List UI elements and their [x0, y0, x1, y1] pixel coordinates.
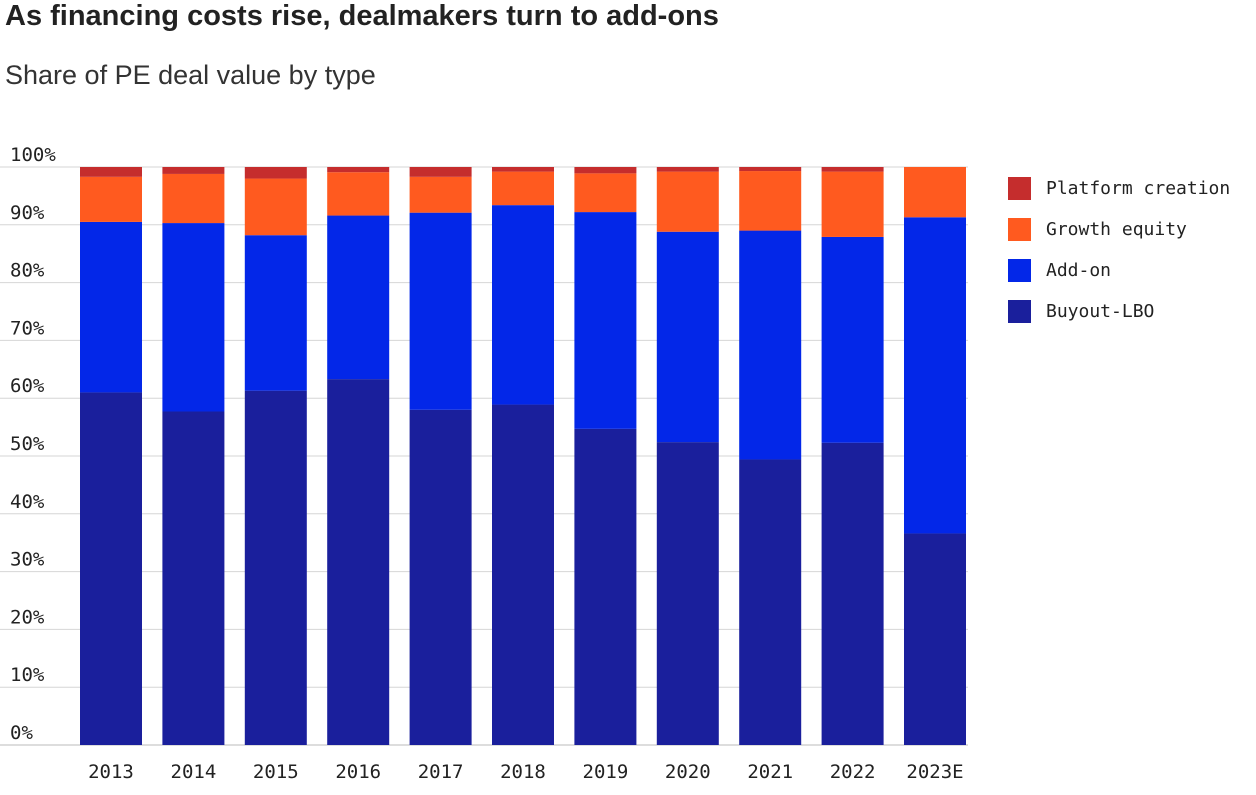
grid-lines: [0, 166, 968, 746]
bar-2017-growth-equity: [409, 176, 472, 213]
bar-2023E-buyout-lbo: [904, 533, 966, 745]
x-axis-ticks: 2013 2014 2015 2016 2017 2018 2019 2020 2021 2022…: [88, 761, 963, 783]
bar-2013-add-on: [80, 221, 142, 393]
y-tick-label: 60%: [10, 375, 45, 397]
bar-2017-buyout-lbo: [409, 409, 472, 745]
bar-2014-platform-creation: [162, 167, 225, 174]
bar-2015-add-on: [244, 235, 307, 391]
legend-swatch: [1008, 259, 1031, 282]
bar-2022-growth-equity: [821, 171, 884, 237]
x-tick-label: 2014: [171, 761, 217, 783]
bar-2020-growth-equity: [656, 171, 719, 232]
y-tick-label: 50%: [10, 433, 45, 455]
bar-2016-platform-creation: [327, 167, 390, 173]
bar-2013-buyout-lbo: [80, 392, 142, 745]
chart-subtitle: Share of PE deal value by type: [5, 60, 376, 90]
legend-item: Buyout-LBO: [1008, 291, 1230, 332]
bar-2022-buyout-lbo: [821, 442, 884, 745]
x-tick-label: 2023E: [906, 761, 963, 783]
bar-2015-platform-creation: [244, 167, 307, 179]
bar-2019-platform-creation: [574, 167, 637, 174]
bar-2019-buyout-lbo: [574, 428, 637, 745]
legend-label: Growth equity: [1046, 219, 1187, 240]
legend-item: Platform creation: [1008, 168, 1230, 209]
bar-2022-add-on: [821, 236, 884, 443]
legend: Platform creation Growth equity Add-on Buyo…: [1008, 168, 1230, 332]
bar-2013-growth-equity: [80, 176, 142, 222]
bar-2021-add-on: [739, 230, 802, 460]
bar-2015-growth-equity: [244, 178, 307, 236]
y-tick-label: 40%: [10, 491, 45, 513]
bar-2021-growth-equity: [739, 171, 802, 231]
bar-2021-platform-creation: [739, 167, 802, 172]
y-tick-label: 80%: [10, 260, 45, 282]
bar-2014-buyout-lbo: [162, 411, 225, 745]
x-tick-label: 2015: [253, 761, 299, 783]
y-tick-label: 10%: [10, 664, 45, 686]
y-tick-label: 90%: [10, 202, 45, 224]
bar-2018-growth-equity: [492, 171, 554, 206]
bar-2014-growth-equity: [162, 173, 225, 224]
bar-2022-platform-creation: [821, 167, 884, 172]
y-tick-label: 30%: [10, 549, 45, 571]
x-tick-label: 2020: [665, 761, 711, 783]
bar-2020-buyout-lbo: [656, 442, 719, 745]
y-tick-label: 0%: [10, 722, 33, 744]
y-tick-label: 70%: [10, 317, 45, 339]
x-tick-label: 2022: [830, 761, 876, 783]
bar-2019-growth-equity: [574, 173, 637, 213]
x-tick-label: 2021: [747, 761, 793, 783]
y-axis-ticks: 0% 10% 20% 30% 40% 50% 60% 70% 80% 90% 100%: [10, 144, 56, 744]
bar-2020-add-on: [656, 231, 719, 443]
bar-2016-add-on: [327, 215, 390, 380]
x-tick-label: 2013: [88, 761, 134, 783]
bar-2017-platform-creation: [409, 167, 472, 177]
legend-swatch: [1008, 300, 1031, 323]
bar-2014-add-on: [162, 223, 225, 412]
bar-2023E-add-on: [904, 217, 966, 534]
bar-2016-growth-equity: [327, 172, 390, 216]
x-tick-label: 2019: [583, 761, 629, 783]
y-tick-label: 100%: [10, 144, 56, 166]
legend-label: Buyout-LBO: [1046, 301, 1155, 322]
legend-swatch: [1008, 177, 1031, 200]
bars: [80, 167, 966, 745]
bar-2018-buyout-lbo: [492, 404, 554, 745]
bar-2020-platform-creation: [656, 167, 719, 172]
bar-2018-platform-creation: [492, 167, 554, 172]
x-tick-label: 2017: [418, 761, 464, 783]
bar-2019-add-on: [574, 212, 637, 429]
legend-label: Platform creation: [1046, 178, 1231, 199]
legend-swatch: [1008, 218, 1031, 241]
bar-2015-buyout-lbo: [244, 390, 307, 745]
bar-2016-buyout-lbo: [327, 379, 390, 745]
legend-item: Growth equity: [1008, 209, 1230, 250]
bar-2013-platform-creation: [80, 167, 142, 177]
bar-2018-add-on: [492, 205, 554, 405]
chart-title: As financing costs rise, dealmakers turn…: [5, 0, 719, 32]
bar-2023E-growth-equity: [904, 167, 966, 218]
y-tick-label: 20%: [10, 606, 45, 628]
x-tick-label: 2018: [500, 761, 546, 783]
bar-2021-buyout-lbo: [739, 459, 802, 745]
legend-label: Add-on: [1046, 260, 1112, 281]
bar-2017-add-on: [409, 212, 472, 410]
x-tick-label: 2016: [335, 761, 381, 783]
legend-item: Add-on: [1008, 250, 1230, 291]
